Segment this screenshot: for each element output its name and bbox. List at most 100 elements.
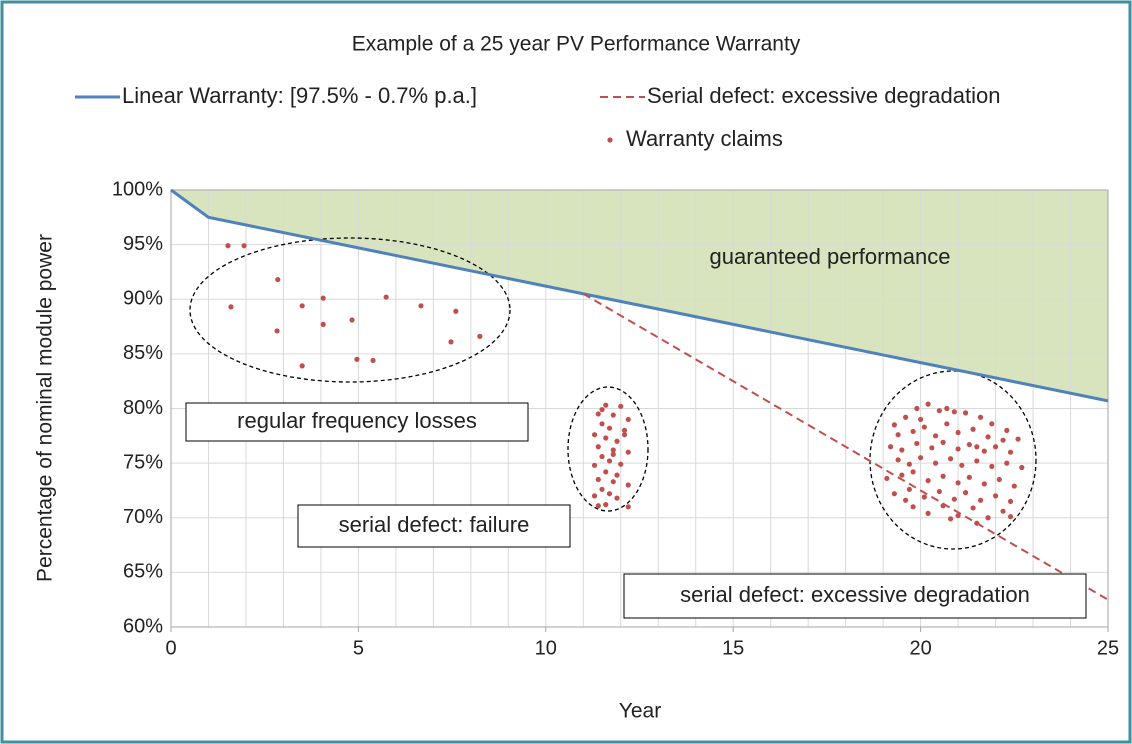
claim-point: [1019, 464, 1025, 471]
y-tick-label: 95%: [123, 233, 163, 255]
claim-point: [921, 424, 927, 430]
claim-point: [618, 403, 624, 409]
y-tick-label: 80%: [123, 397, 163, 419]
claim-point: [989, 421, 995, 427]
claim-point: [906, 461, 912, 467]
claim-point: [418, 303, 424, 309]
claim-point: [970, 426, 976, 432]
claim-point: [940, 439, 946, 445]
claim-point: [895, 457, 901, 463]
claim-point: [985, 515, 991, 521]
claim-point: [241, 243, 247, 249]
claim-point: [925, 478, 931, 484]
claim-point: [610, 447, 616, 453]
claim-point: [595, 411, 601, 417]
claim-point: [891, 491, 897, 497]
claim-point: [936, 408, 942, 414]
y-tick-label: 90%: [123, 288, 163, 310]
claim-point: [591, 493, 598, 499]
claim-point: [884, 475, 890, 482]
claim-point: [940, 473, 946, 479]
annotation: regular frequency losses: [237, 408, 477, 433]
y-tick-label: 60%: [123, 615, 163, 637]
x-tick-label: 0: [165, 637, 176, 659]
claim-point: [1000, 508, 1006, 514]
series-line: [170, 188, 1109, 403]
cluster-ellipse: [567, 386, 649, 512]
claim-point: [899, 447, 905, 453]
claim-point: [625, 504, 631, 510]
claim-point: [918, 455, 924, 461]
claim-point: [599, 453, 605, 460]
guaranteed-area: [171, 190, 1108, 401]
claim-point: [625, 482, 631, 488]
claim-point: [299, 363, 305, 369]
claim-point: [910, 469, 916, 475]
claim-point: [966, 474, 972, 480]
claim-point: [614, 495, 620, 501]
claim-point: [621, 432, 628, 438]
claim-point: [914, 405, 920, 412]
claim-point: [320, 321, 326, 327]
claim-point: [955, 512, 961, 519]
claim-point: [925, 510, 931, 516]
claim-point: [918, 416, 924, 423]
claim-point: [228, 304, 234, 310]
y-tick-label: 100%: [112, 178, 163, 200]
claim-point: [299, 303, 305, 309]
claim-point: [940, 503, 946, 509]
claim-point: [614, 438, 620, 444]
claim-point: [955, 480, 961, 486]
legend-label: Serial defect: excessive degradation: [647, 83, 1000, 108]
claim-point: [910, 504, 916, 510]
claim-point: [1011, 483, 1017, 489]
claim-point: [1000, 437, 1006, 443]
claim-point: [599, 421, 605, 427]
claim-point: [603, 402, 609, 408]
chart-title: Example of a 25 year PV Performance Warr…: [352, 33, 801, 56]
annotation-box: [623, 573, 1087, 619]
claim-point: [275, 276, 281, 283]
claim-point: [383, 294, 389, 300]
claim-point: [947, 516, 954, 522]
claim-point: [606, 458, 613, 464]
claim-point: [1004, 427, 1010, 433]
claim-point: [981, 481, 987, 487]
annotation: serial defect: excessive degradation: [680, 582, 1030, 607]
claim-point: [625, 416, 631, 423]
claim-point: [977, 414, 984, 420]
x-axis-label: Year: [619, 700, 661, 723]
claim-point: [955, 446, 961, 452]
claim-point: [591, 462, 598, 468]
claim-point: [985, 434, 991, 440]
y-tick-label: 70%: [123, 506, 163, 528]
x-tick-label: 20: [909, 637, 931, 659]
annotation-box: [185, 402, 529, 442]
claim-point: [899, 472, 905, 478]
claim-point: [621, 427, 628, 433]
claim-point: [1007, 514, 1014, 520]
claim-point: [606, 425, 613, 431]
y-axis-label: Percentage of nominal module power: [34, 234, 57, 582]
claim-point: [595, 503, 601, 509]
legend-label: Linear Warranty: [97.5% - 0.7% p.a.]: [122, 83, 477, 108]
claim-point: [992, 493, 999, 499]
y-tick-label: 85%: [123, 342, 163, 364]
plot-frame: [170, 189, 1109, 628]
claim-point: [932, 433, 939, 439]
claim-point: [591, 432, 598, 438]
claim-point: [959, 462, 965, 468]
claim-point: [610, 412, 616, 418]
claim-point: [955, 429, 961, 436]
claim-point: [453, 308, 459, 314]
claim-point: [614, 472, 620, 478]
claim-point: [618, 461, 624, 467]
claim-point: [599, 406, 605, 413]
claim-point: [320, 295, 326, 301]
x-tick-label: 10: [535, 637, 557, 659]
claim-point: [925, 401, 931, 407]
claim-point: [914, 440, 920, 447]
claim-point: [1007, 449, 1014, 455]
claim-point: [349, 317, 355, 323]
series-line: [582, 292, 1109, 601]
